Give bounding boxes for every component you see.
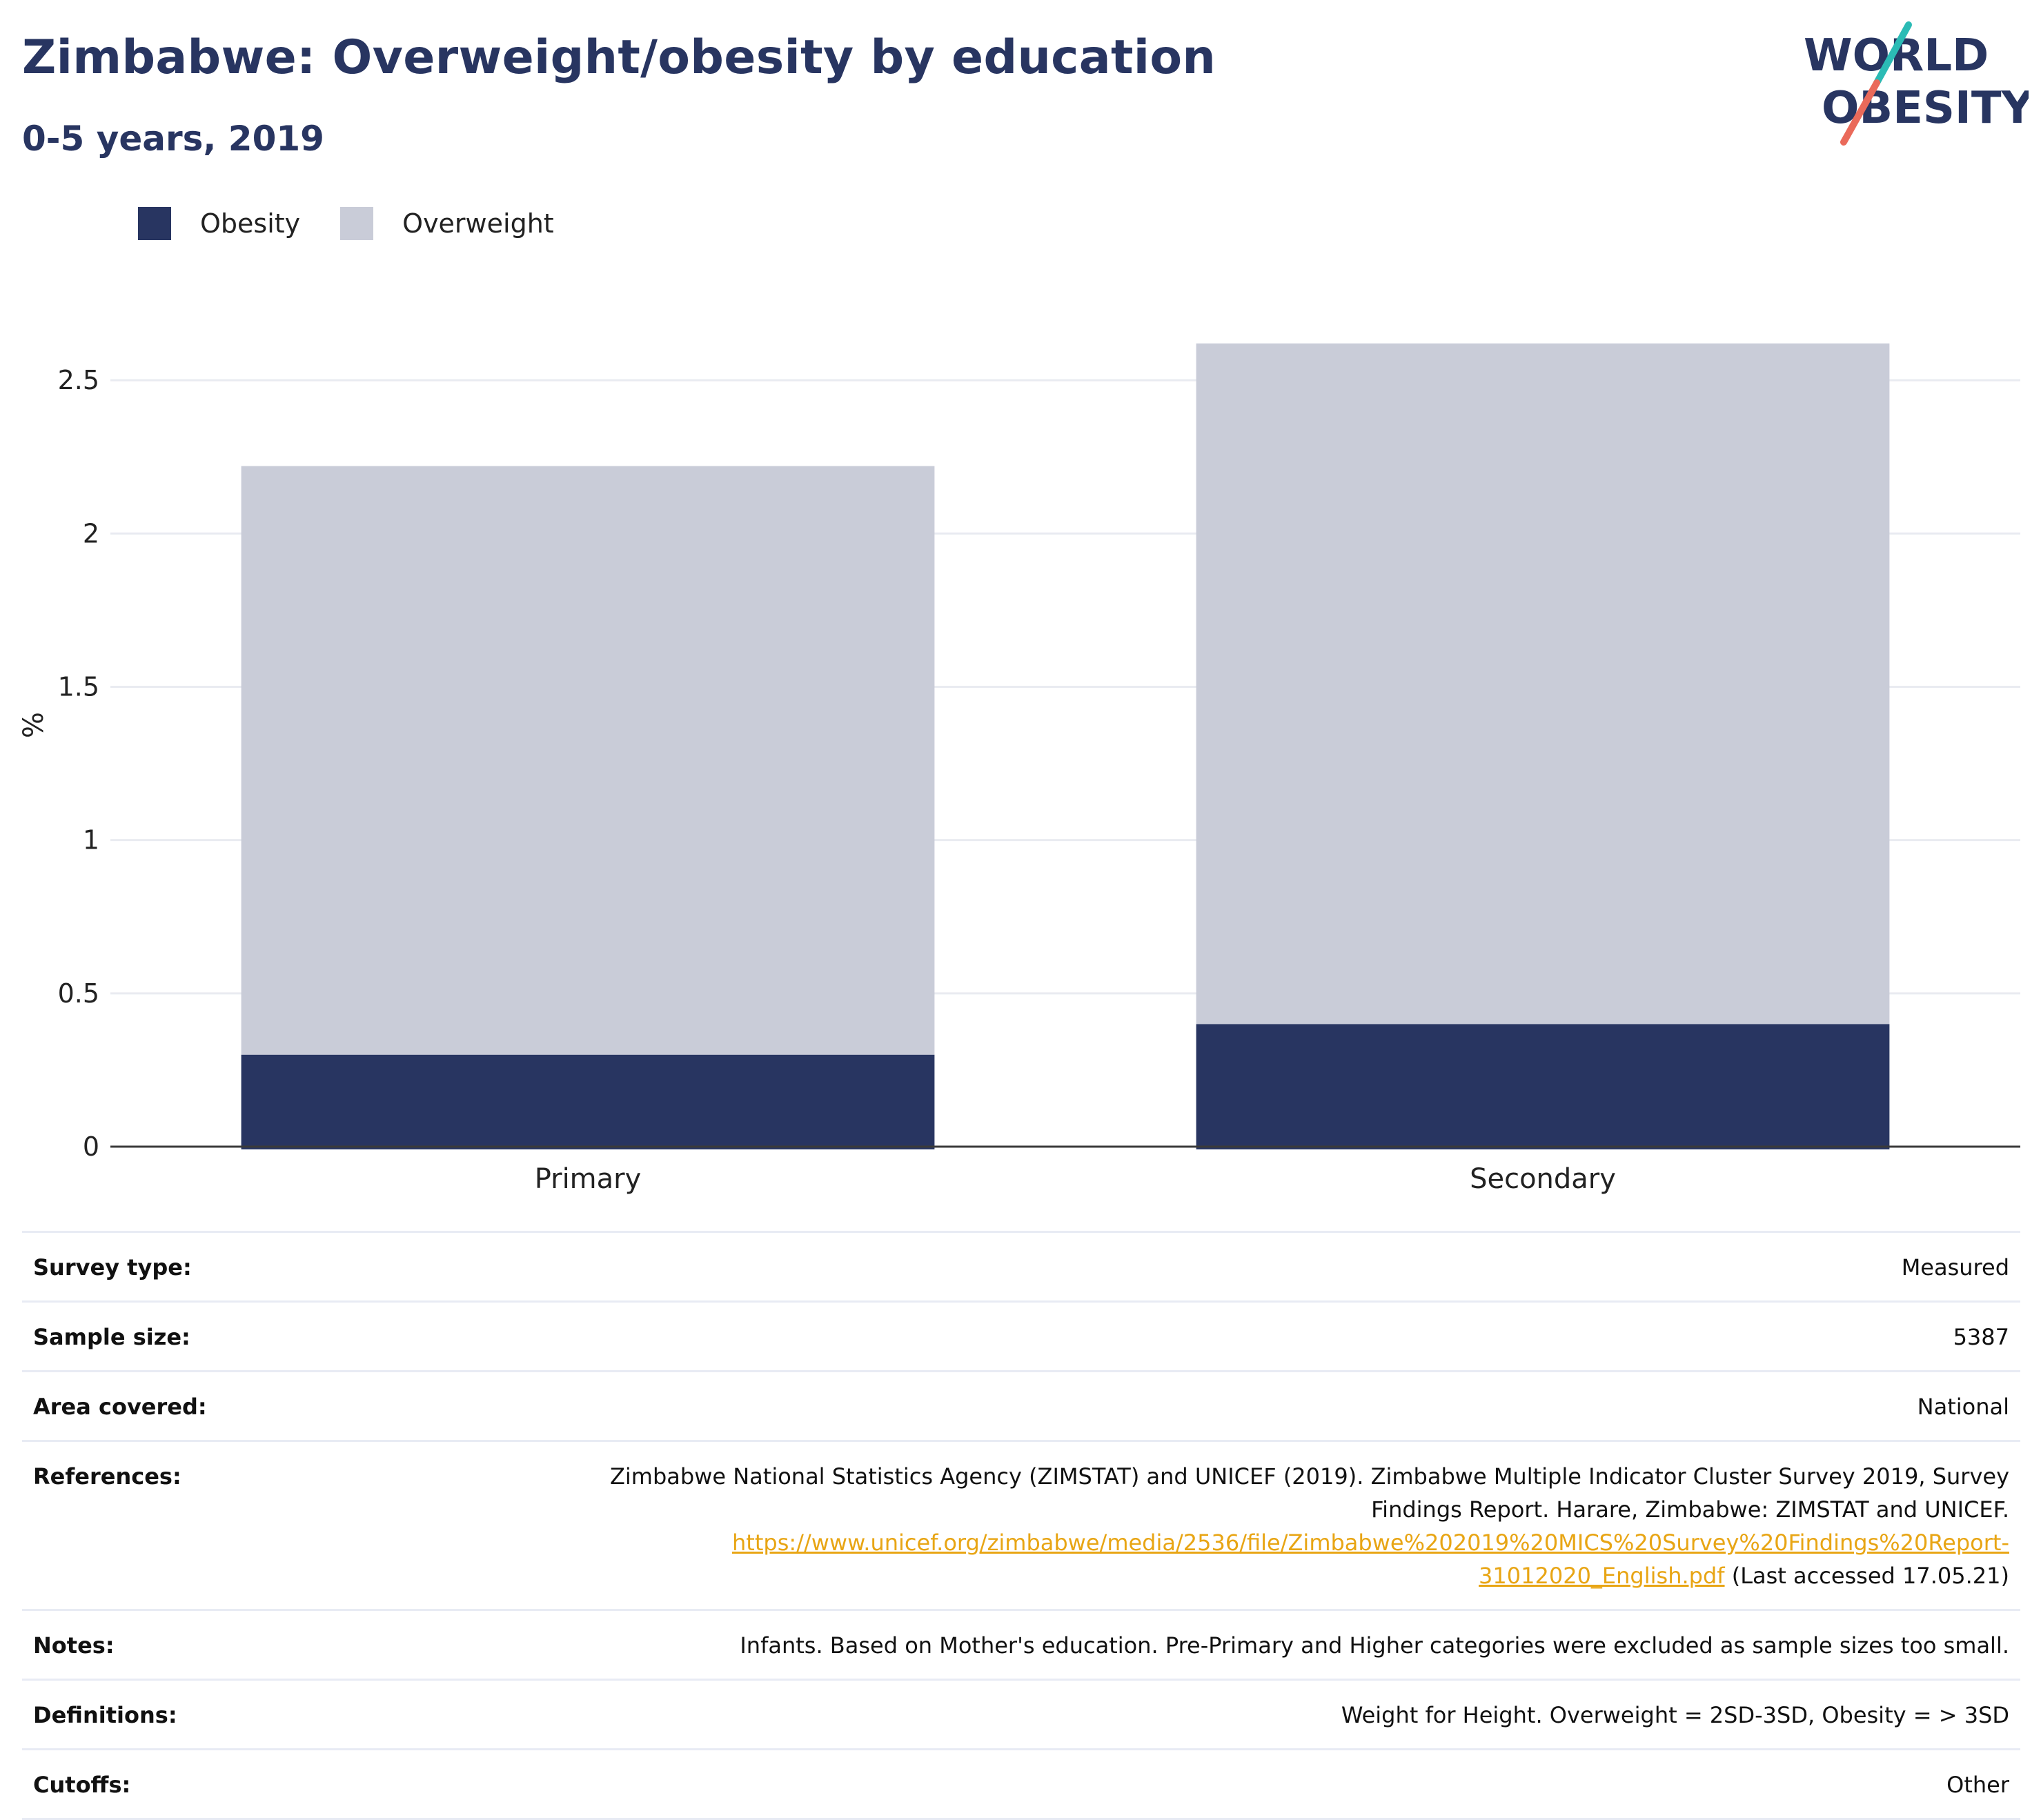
reference-link-line1[interactable]: https://www.unicef.org/zimbabwe/media/25… xyxy=(732,1530,2009,1556)
logo-line1: WORLD xyxy=(1804,30,1989,81)
x-tick-label: Primary xyxy=(535,1163,642,1195)
y-tick-label: 0.5 xyxy=(58,978,99,1009)
info-row-survey-type: Survey type: Measured xyxy=(22,1231,2020,1300)
info-value: Infants. Based on Mother's education. Pr… xyxy=(740,1632,2009,1659)
y-tick-label: 2 xyxy=(83,518,99,548)
bar-obesity-primary xyxy=(241,1054,935,1149)
info-label: Cutoffs: xyxy=(33,1772,131,1798)
stacked-bar-chart: 0 0.5 1 1.5 2 2.5% Primary Secondary xyxy=(18,343,2020,1195)
info-label: Definitions: xyxy=(33,1702,177,1728)
legend-item-obesity[interactable]: Obesity xyxy=(138,207,300,240)
survey-info-table: Survey type: Measured Sample size: 5387 … xyxy=(22,1231,2020,1820)
y-tick-label: 1 xyxy=(83,825,99,855)
legend-swatch-overweight xyxy=(340,207,374,240)
info-label: Area covered: xyxy=(33,1394,207,1420)
references-value: Zimbabwe National Statistics Agency (ZIM… xyxy=(610,1460,2009,1592)
bar-overweight-secondary xyxy=(1196,343,1890,1025)
info-row-area-covered: Area covered: National xyxy=(22,1370,2020,1440)
reference-text-line1: Zimbabwe National Statistics Agency (ZIM… xyxy=(609,1463,2009,1490)
info-value: National xyxy=(1917,1394,2009,1420)
info-row-references: References: Zimbabwe National Statistics… xyxy=(22,1440,2020,1609)
info-value: 5387 xyxy=(1953,1324,2009,1350)
info-label: Sample size: xyxy=(33,1324,190,1350)
legend-label-obesity: Obesity xyxy=(200,208,301,239)
reference-link-line2[interactable]: 31012020_English.pdf xyxy=(1479,1563,1725,1589)
logo-coral-stroke xyxy=(1840,79,1880,146)
y-tick-label: 1.5 xyxy=(58,671,99,702)
logo-teal-stroke xyxy=(1873,21,1912,86)
info-value: Measured xyxy=(1901,1254,2009,1280)
x-tick-label: Secondary xyxy=(1470,1163,1616,1195)
y-tick-label: 2.5 xyxy=(58,365,99,395)
info-row-notes: Notes: Infants. Based on Mother's educat… xyxy=(22,1609,2020,1679)
world-obesity-logo: WORLD OBESITY xyxy=(1804,21,2029,146)
info-label: References: xyxy=(33,1463,181,1490)
reference-accessed: (Last accessed 17.05.21) xyxy=(1724,1563,2009,1589)
info-row-cutoffs: Cutoffs: Other xyxy=(22,1748,2020,1820)
bar-overweight-primary xyxy=(241,466,935,1055)
info-row-definitions: Definitions: Weight for Height. Overweig… xyxy=(22,1679,2020,1748)
info-row-sample-size: Sample size: 5387 xyxy=(22,1300,2020,1370)
info-label: Survey type: xyxy=(33,1254,192,1280)
bar-obesity-secondary xyxy=(1196,1024,1890,1149)
legend-label-overweight: Overweight xyxy=(402,208,554,239)
y-axis-label: % xyxy=(18,712,50,738)
info-value: Other xyxy=(1946,1772,2009,1798)
info-label: Notes: xyxy=(33,1632,115,1659)
y-tick-label: 0 xyxy=(83,1131,99,1162)
legend-item-overweight[interactable]: Overweight xyxy=(340,207,554,240)
legend-swatch-obesity xyxy=(138,207,171,240)
reference-text-line2: Findings Report. Harare, Zimbabwe: ZIMST… xyxy=(1371,1496,2009,1523)
info-value: Weight for Height. Overweight = 2SD-3SD,… xyxy=(1341,1702,2009,1728)
page-subtitle: 0-5 years, 2019 xyxy=(22,119,324,159)
page-title: Zimbabwe: Overweight/obesity by educatio… xyxy=(22,30,1216,85)
chart-legend: Obesity Overweight xyxy=(138,204,594,243)
